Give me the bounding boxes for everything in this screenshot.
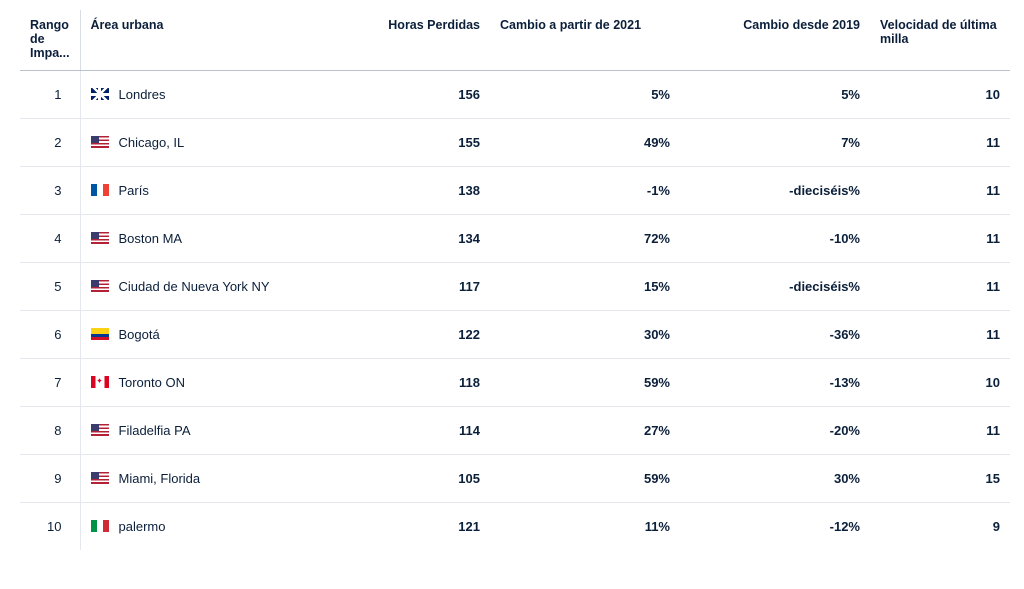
area-name: Toronto ON [119, 375, 185, 390]
velocity-cell: 10 [870, 71, 1010, 119]
area-cell: Chicago, IL [80, 119, 340, 167]
change19-cell: -13% [680, 359, 870, 407]
hours-cell: 121 [340, 503, 490, 551]
change21-cell: -1% [490, 167, 680, 215]
flag-icon [91, 88, 109, 100]
rank-cell: 4 [20, 215, 80, 263]
velocity-cell: 11 [870, 167, 1010, 215]
col-rank: Rango de Impa... [20, 10, 80, 71]
flag-icon [91, 424, 109, 436]
table-row: 2 Chicago, IL 15549%7%11 [20, 119, 1010, 167]
rank-cell: 5 [20, 263, 80, 311]
area-name: Boston MA [119, 231, 183, 246]
table-row: 3 París 138-1%-dieciséis%11 [20, 167, 1010, 215]
area-name: Filadelfia PA [119, 423, 191, 438]
area-cell: palermo [80, 503, 340, 551]
area-cell: Boston MA [80, 215, 340, 263]
table-row: 4 Boston MA 13472%-10%11 [20, 215, 1010, 263]
change19-cell: 5% [680, 71, 870, 119]
area-cell: Londres [80, 71, 340, 119]
change21-cell: 49% [490, 119, 680, 167]
ranking-table: Rango de Impa... Área urbana Horas Perdi… [20, 10, 1010, 550]
hours-cell: 117 [340, 263, 490, 311]
area-name: Bogotá [119, 327, 160, 342]
area-name: Chicago, IL [119, 135, 185, 150]
hours-cell: 118 [340, 359, 490, 407]
change21-cell: 11% [490, 503, 680, 551]
area-cell: Miami, Florida [80, 455, 340, 503]
table-row: 9 Miami, Florida 10559%30%15 [20, 455, 1010, 503]
hours-cell: 105 [340, 455, 490, 503]
hours-cell: 134 [340, 215, 490, 263]
col-velocity: Velocidad de última milla [870, 10, 1010, 71]
change19-cell: -20% [680, 407, 870, 455]
hours-cell: 122 [340, 311, 490, 359]
col-change19: Cambio desde 2019 [680, 10, 870, 71]
area-name: Londres [119, 87, 166, 102]
flag-icon [91, 472, 109, 484]
velocity-cell: 15 [870, 455, 1010, 503]
area-name: París [119, 183, 149, 198]
area-cell: Filadelfia PA [80, 407, 340, 455]
change19-cell: -12% [680, 503, 870, 551]
area-cell: Ciudad de Nueva York NY [80, 263, 340, 311]
change21-cell: 15% [490, 263, 680, 311]
velocity-cell: 11 [870, 263, 1010, 311]
change21-cell: 27% [490, 407, 680, 455]
flag-icon [91, 328, 109, 340]
table-row: 7 Toronto ON 11859%-13%10 [20, 359, 1010, 407]
col-area: Área urbana [80, 10, 340, 71]
velocity-cell: 11 [870, 215, 1010, 263]
rank-cell: 7 [20, 359, 80, 407]
area-name: palermo [119, 519, 166, 534]
table-row: 1Londres1565%5%10 [20, 71, 1010, 119]
velocity-cell: 10 [870, 359, 1010, 407]
change19-cell: 7% [680, 119, 870, 167]
change19-cell: -10% [680, 215, 870, 263]
area-name: Ciudad de Nueva York NY [119, 279, 270, 294]
change19-cell: -dieciséis% [680, 167, 870, 215]
velocity-cell: 11 [870, 407, 1010, 455]
rank-cell: 6 [20, 311, 80, 359]
area-name: Miami, Florida [119, 471, 201, 486]
area-cell: París [80, 167, 340, 215]
table-row: 10 palermo 12111%-12%9 [20, 503, 1010, 551]
flag-icon [91, 520, 109, 532]
col-hours: Horas Perdidas [340, 10, 490, 71]
change19-cell: -36% [680, 311, 870, 359]
rank-cell: 2 [20, 119, 80, 167]
header-row: Rango de Impa... Área urbana Horas Perdi… [20, 10, 1010, 71]
change21-cell: 59% [490, 359, 680, 407]
change21-cell: 59% [490, 455, 680, 503]
hours-cell: 156 [340, 71, 490, 119]
change19-cell: -dieciséis% [680, 263, 870, 311]
change21-cell: 5% [490, 71, 680, 119]
flag-icon [91, 232, 109, 244]
flag-icon [91, 280, 109, 292]
flag-icon [91, 184, 109, 196]
rank-cell: 3 [20, 167, 80, 215]
area-cell: Toronto ON [80, 359, 340, 407]
area-cell: Bogotá [80, 311, 340, 359]
flag-icon [91, 376, 109, 388]
table-row: 5 Ciudad de Nueva York NY 11715%-dieciséis… [20, 263, 1010, 311]
change21-cell: 30% [490, 311, 680, 359]
velocity-cell: 9 [870, 503, 1010, 551]
rank-cell: 8 [20, 407, 80, 455]
rank-cell: 10 [20, 503, 80, 551]
hours-cell: 155 [340, 119, 490, 167]
velocity-cell: 11 [870, 119, 1010, 167]
col-change21: Cambio a partir de 2021 [490, 10, 680, 71]
hours-cell: 114 [340, 407, 490, 455]
table-row: 8 Filadelfia PA 11427%-20%11 [20, 407, 1010, 455]
rank-cell: 1 [20, 71, 80, 119]
hours-cell: 138 [340, 167, 490, 215]
rank-cell: 9 [20, 455, 80, 503]
flag-icon [91, 136, 109, 148]
change21-cell: 72% [490, 215, 680, 263]
table-row: 6 Bogotá 12230%-36%11 [20, 311, 1010, 359]
velocity-cell: 11 [870, 311, 1010, 359]
change19-cell: 30% [680, 455, 870, 503]
